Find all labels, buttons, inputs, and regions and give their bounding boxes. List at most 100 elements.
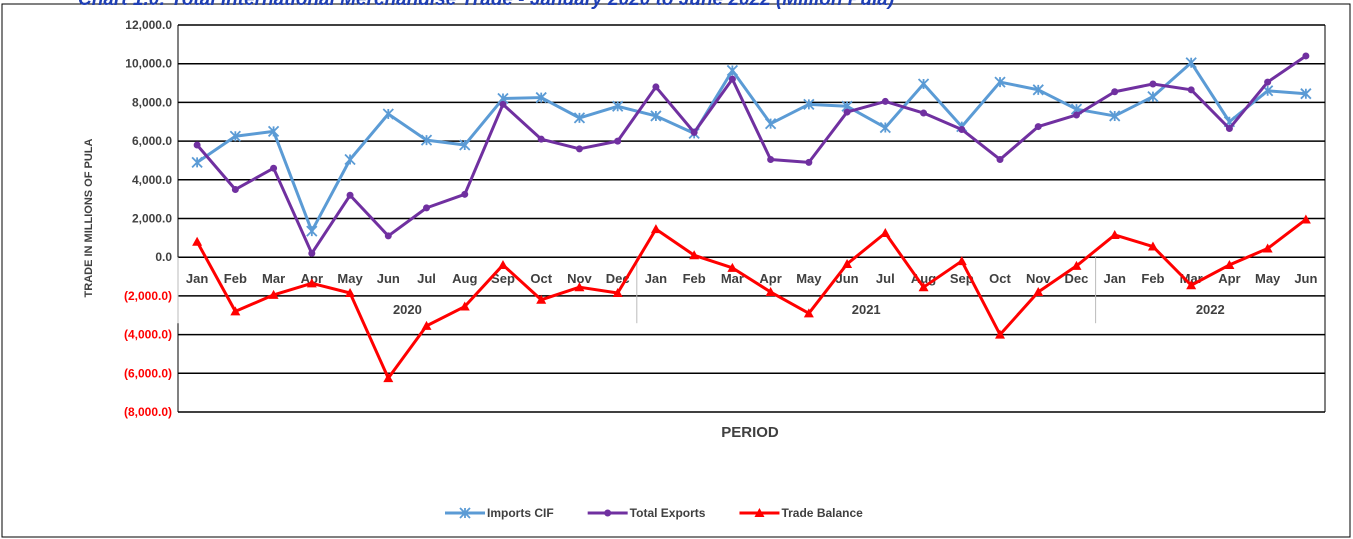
y-tick-label: 12,000.0: [125, 18, 172, 32]
data-point: [1033, 287, 1044, 297]
y-tick-label: (6,000.0): [124, 366, 172, 380]
data-point: [754, 508, 765, 517]
data-point: [650, 110, 662, 122]
data-point: [612, 287, 623, 297]
data-point: [308, 249, 316, 257]
data-point: [1185, 57, 1197, 69]
data-point: [1225, 125, 1233, 133]
data-point: [880, 228, 891, 238]
x-tick-label: Jul: [417, 271, 436, 286]
data-point: [346, 191, 354, 199]
data-point: [727, 262, 738, 272]
data-point: [1071, 260, 1082, 270]
data-point: [726, 64, 739, 77]
data-point: [879, 121, 891, 134]
data-point: [881, 97, 889, 105]
data-point: [920, 109, 928, 117]
x-group-label: 2020: [393, 302, 422, 317]
data-point: [1264, 78, 1272, 86]
data-point: [383, 373, 394, 383]
data-point: [1262, 243, 1273, 253]
x-tick-label: May: [337, 271, 363, 286]
y-tick-label: 8,000.0: [132, 95, 172, 109]
data-point: [459, 139, 471, 151]
x-tick-label: Apr: [759, 271, 781, 286]
data-point: [231, 185, 239, 193]
series-line: [195, 218, 1307, 380]
x-axis-label: PERIOD: [721, 424, 779, 441]
data-point: [268, 289, 279, 299]
data-point: [191, 156, 203, 169]
data-point: [805, 158, 813, 166]
x-tick-label: Mar: [721, 271, 744, 286]
data-point: [728, 75, 736, 83]
x-tick-label: Aug: [452, 271, 477, 286]
data-point: [420, 134, 433, 146]
y-tick-label: (2,000.0): [124, 289, 172, 303]
data-point: [995, 329, 1006, 339]
data-point: [459, 507, 471, 519]
y-axis-label: TRADE IN MILLIONS OF PULA: [83, 139, 95, 298]
data-point: [1109, 229, 1120, 239]
data-point: [535, 91, 547, 104]
data-point: [306, 225, 318, 237]
data-point: [421, 320, 432, 330]
y-tick-label: (8,000.0): [124, 405, 172, 419]
data-point: [192, 236, 203, 246]
data-point: [652, 83, 660, 91]
x-tick-label: Jul: [876, 271, 895, 286]
x-tick-label: Feb: [683, 271, 706, 286]
x-tick-label: Jan: [645, 271, 667, 286]
data-point: [803, 98, 815, 110]
data-point: [193, 141, 201, 149]
y-tick-label: (4,000.0): [124, 328, 172, 342]
data-point: [996, 155, 1004, 163]
data-point: [1300, 214, 1311, 224]
data-point: [229, 130, 241, 142]
x-group-label: 2022: [1196, 302, 1225, 317]
legend-label: Imports CIF: [487, 506, 554, 520]
x-tick-label: Jun: [836, 271, 859, 286]
data-point: [612, 100, 624, 112]
y-tick-label: 2,000.0: [132, 212, 172, 226]
x-tick-label: Nov: [1026, 271, 1051, 286]
data-point: [423, 204, 431, 212]
x-tick-label: Oct: [530, 271, 552, 286]
data-point: [1149, 80, 1157, 88]
y-tick-label: 4,000.0: [132, 173, 172, 187]
x-tick-label: May: [1255, 271, 1281, 286]
data-point: [1072, 111, 1080, 119]
x-tick-label: Jan: [186, 271, 208, 286]
data-point: [1302, 52, 1310, 60]
data-point: [1147, 90, 1159, 103]
data-point: [1032, 84, 1044, 96]
data-point: [1187, 86, 1195, 94]
data-point: [382, 108, 394, 120]
data-point: [230, 306, 241, 316]
data-point: [842, 258, 853, 268]
data-point: [575, 145, 583, 153]
data-point: [499, 100, 507, 108]
legend-label: Trade Balance: [781, 506, 863, 520]
data-point: [537, 135, 545, 143]
x-tick-label: Oct: [989, 271, 1011, 286]
x-tick-label: Jun: [1294, 271, 1317, 286]
data-point: [956, 256, 967, 266]
data-point: [1147, 241, 1158, 251]
data-point: [650, 224, 661, 234]
x-tick-label: Dec: [1065, 271, 1089, 286]
data-point: [459, 301, 470, 311]
data-point: [958, 125, 966, 133]
x-tick-label: Nov: [567, 271, 592, 286]
data-point: [306, 278, 317, 288]
x-tick-label: Feb: [1141, 271, 1164, 286]
data-point: [1300, 88, 1312, 100]
series-line: [196, 61, 1306, 233]
data-point: [345, 287, 356, 297]
data-point: [536, 294, 547, 304]
x-tick-label: Jan: [1104, 271, 1126, 286]
series-line: [195, 54, 1307, 255]
data-point: [689, 250, 700, 260]
data-point: [690, 128, 698, 136]
